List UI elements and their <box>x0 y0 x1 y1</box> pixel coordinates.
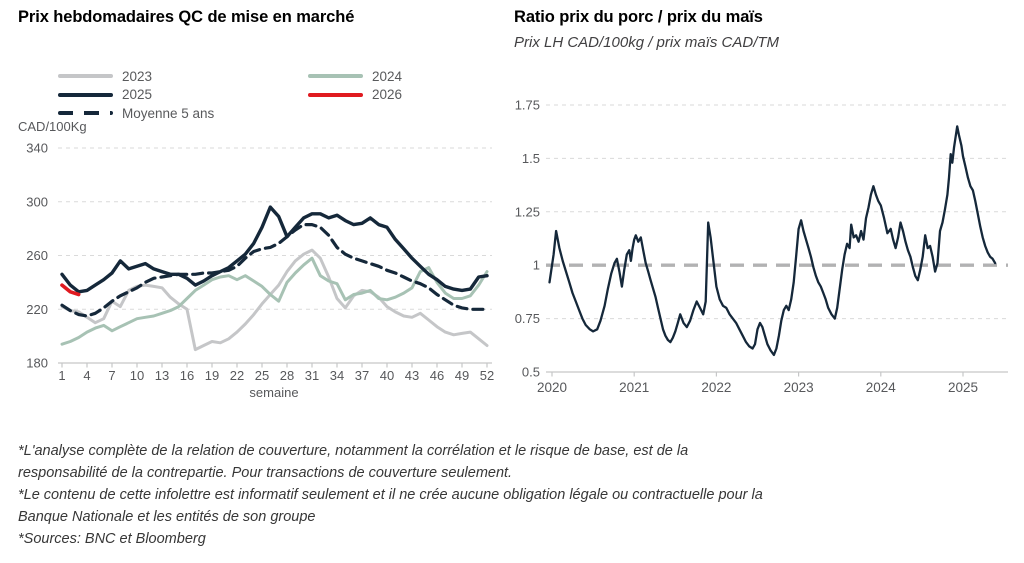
y-axis-unit-label: CAD/100Kg <box>18 119 87 134</box>
weekly-price-chart-title: Prix hebdomadaires QC de mise en marché <box>18 8 355 26</box>
left-x-tick-label: 1 <box>58 368 65 383</box>
right-x-tick-label: 2021 <box>619 380 649 395</box>
left-x-tick-label: 16 <box>180 368 194 383</box>
footnote-line: Banque Nationale et les entités de son g… <box>18 509 316 525</box>
right-x-tick-label: 2025 <box>948 380 978 395</box>
legend-swatch-moyenne-5-ans <box>58 111 113 116</box>
charts-canvas: 180 220 260 300 340 1 4 7 10 13 16 19 22 25 28 31 34 37 40… <box>26 98 1008 395</box>
left-y-tick-label: 260 <box>26 248 48 263</box>
left-x-tick-label: 13 <box>155 368 169 383</box>
left-x-tick-label: 52 <box>480 368 494 383</box>
legend-item-2024: 2024 <box>308 69 402 84</box>
left-y-tick-label: 180 <box>26 356 48 371</box>
legend-swatch-2023 <box>58 74 113 79</box>
legend-swatch-2024 <box>308 74 363 79</box>
weekly-price-chart-legend: 2023 2024 2025 2026 Moyenne 5 ans <box>58 67 402 123</box>
legend-item-2025: 2025 <box>58 87 308 102</box>
footnote-line: *Le contenu de cette infolettre est info… <box>18 487 763 503</box>
footnotes-block: *L'analyse complète de la relation de co… <box>18 440 958 550</box>
series-2024-line <box>60 256 489 346</box>
left-x-tick-label: 49 <box>455 368 469 383</box>
legend-item-2023: 2023 <box>58 69 308 84</box>
series-2026-line <box>60 283 81 297</box>
left-x-tick-label: 19 <box>205 368 219 383</box>
series-ratio-porc-mais-line <box>548 125 997 357</box>
right-x-tick-label: 2022 <box>701 380 731 395</box>
left-x-tick-label: 4 <box>83 368 90 383</box>
right-y-tick-label: 1.5 <box>522 151 540 166</box>
left-x-tick-label: 7 <box>108 368 115 383</box>
right-x-tick-label: 2020 <box>537 380 567 395</box>
left-x-tick-label: 34 <box>330 368 344 383</box>
legend-item-2026: 2026 <box>308 87 402 102</box>
left-x-tick-label: 37 <box>355 368 369 383</box>
left-x-tick-label: 25 <box>255 368 269 383</box>
legend-item-moyenne-5-ans: Moyenne 5 ans <box>58 106 308 121</box>
legend-label-2023: 2023 <box>122 68 153 84</box>
left-x-tick-label: 31 <box>305 368 319 383</box>
left-x-tick-label: 28 <box>280 368 294 383</box>
right-x-tick-label: 2023 <box>784 380 814 395</box>
x-axis-title-semaine: semaine <box>249 385 299 400</box>
series-2025-line <box>60 205 489 294</box>
footnote-line: responsabilité de la contrepartie. Pour … <box>18 465 513 481</box>
legend-swatch-2026 <box>308 92 363 97</box>
left-y-tick-label: 220 <box>26 302 48 317</box>
left-x-tick-label: 40 <box>380 368 394 383</box>
right-y-tick-label: 0.75 <box>515 311 540 326</box>
legend-swatch-2025 <box>58 92 113 97</box>
right-y-tick-label: 1.25 <box>515 204 540 219</box>
left-x-tick-label: 10 <box>130 368 144 383</box>
footnote-line: *Sources: BNC et Bloomberg <box>18 531 206 547</box>
left-y-tick-label: 300 <box>26 194 48 209</box>
left-y-tick-label: 340 <box>26 141 48 156</box>
legend-label-moyenne-5-ans: Moyenne 5 ans <box>122 105 215 121</box>
legend-label-2025: 2025 <box>122 87 153 103</box>
ratio-chart-title: Ratio prix du porc / prix du maïs <box>514 8 763 26</box>
right-y-tick-label: 1 <box>533 258 540 273</box>
series-moyenne-5-ans-line <box>60 223 489 318</box>
left-x-tick-label: 46 <box>430 368 444 383</box>
ratio-chart-subtitle: Prix LH CAD/100kg / prix maïs CAD/TM <box>514 34 780 51</box>
right-y-tick-label: 0.5 <box>522 365 540 380</box>
right-y-tick-label: 1.75 <box>515 98 540 113</box>
legend-label-2024: 2024 <box>372 68 403 84</box>
right-x-tick-label: 2024 <box>866 380 897 395</box>
left-x-tick-label: 22 <box>230 368 244 383</box>
footnote-line: *L'analyse complète de la relation de co… <box>18 443 689 459</box>
legend-label-2026: 2026 <box>372 87 403 103</box>
left-x-tick-label: 43 <box>405 368 419 383</box>
